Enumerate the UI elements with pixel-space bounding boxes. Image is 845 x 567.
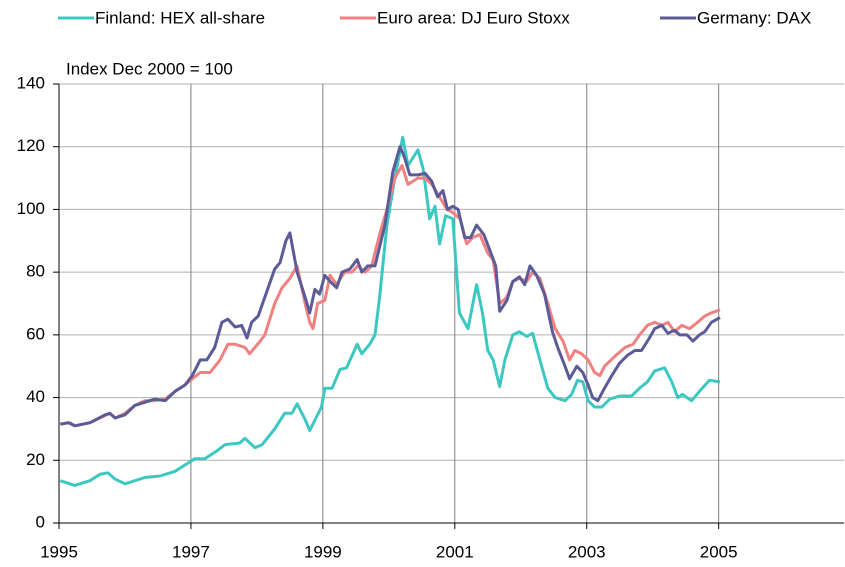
y-tick-label: 120: [17, 136, 45, 155]
x-tick-label: 2001: [436, 542, 474, 561]
y-tick-label: 80: [26, 262, 45, 281]
x-tick-label: 2003: [568, 542, 606, 561]
chart-subtitle: Index Dec 2000 = 100: [66, 59, 233, 78]
y-tick-label: 40: [26, 387, 45, 406]
y-tick-label: 140: [17, 73, 45, 92]
x-tick-label: 1999: [304, 542, 342, 561]
x-tick-label: 1997: [172, 542, 210, 561]
legend-label: Euro area: DJ Euro Stoxx: [377, 8, 570, 27]
x-tick-label: 1995: [40, 542, 78, 561]
y-tick-label: 20: [26, 450, 45, 469]
legend-label: Germany: DAX: [697, 8, 811, 27]
y-tick-label: 0: [36, 512, 45, 531]
series-line: [60, 145, 721, 428]
x-tick-label: 2005: [700, 542, 738, 561]
y-tick-label: 100: [17, 199, 45, 218]
legend-label: Finland: HEX all-share: [95, 8, 265, 27]
series-line: [60, 164, 721, 428]
series-line: [59, 135, 721, 487]
y-tick-label: 60: [26, 324, 45, 343]
